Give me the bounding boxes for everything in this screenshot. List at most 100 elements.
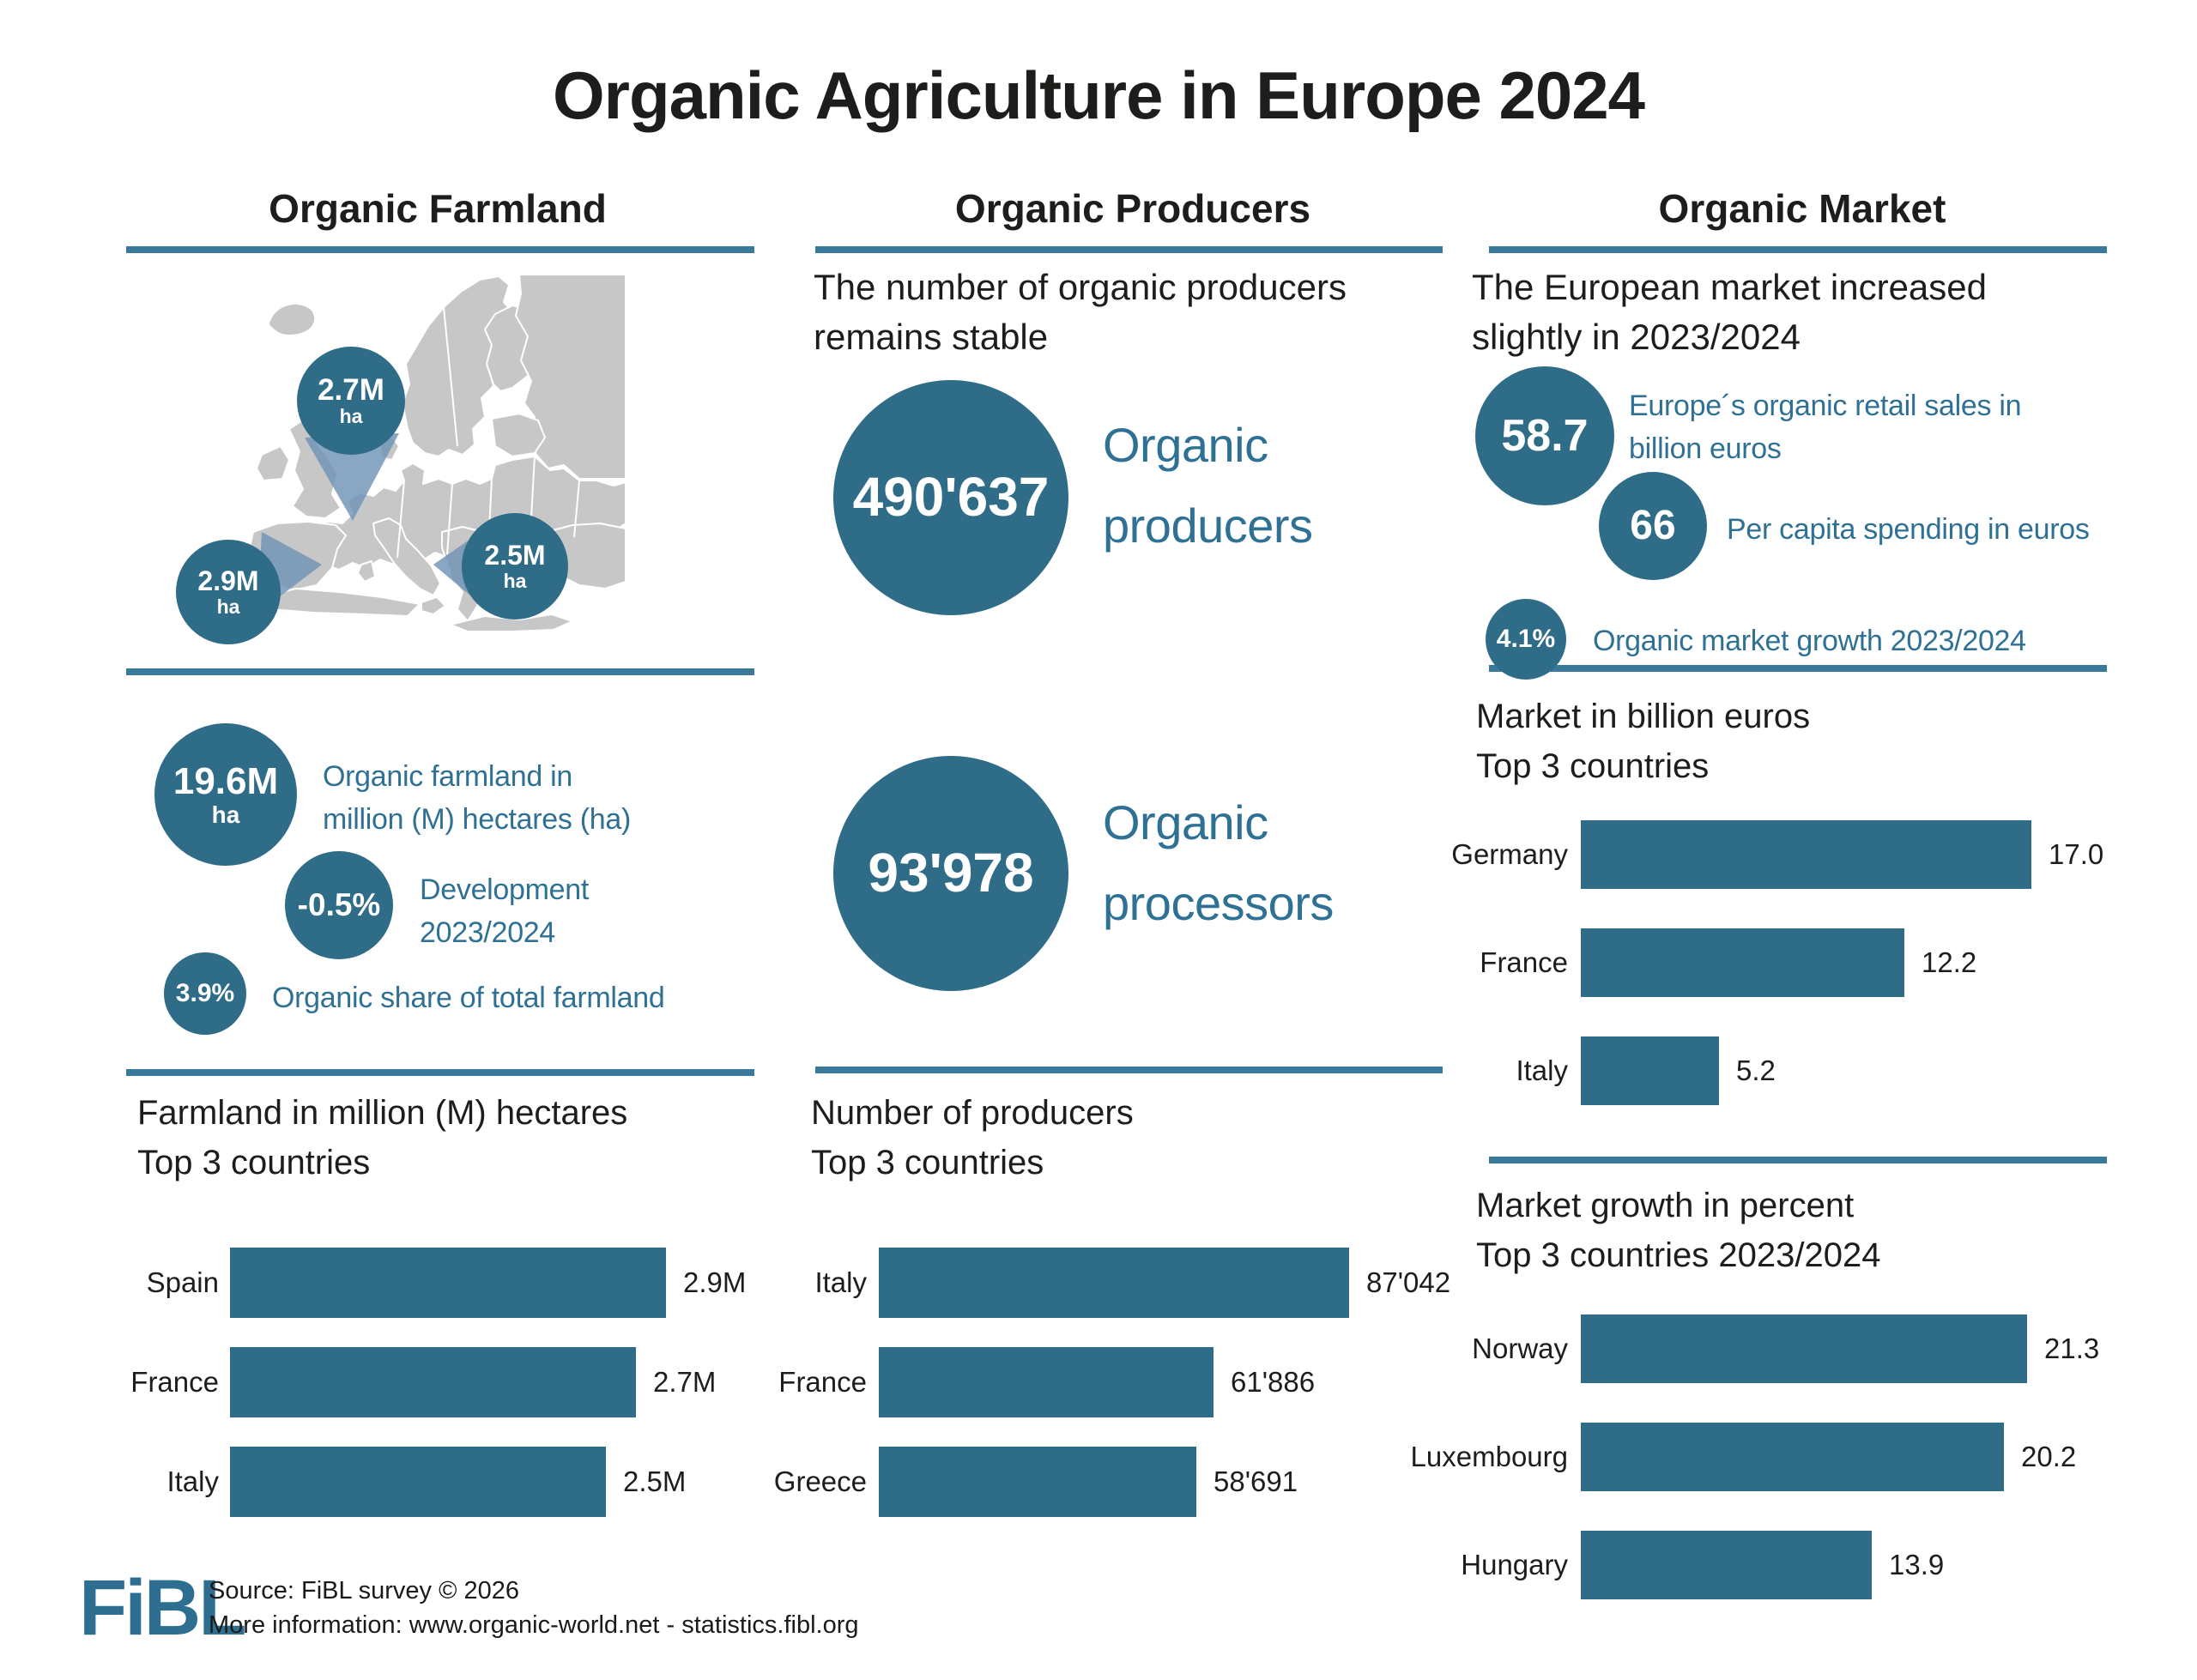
europe-map <box>236 275 631 661</box>
farmland-total-circle: 19.6M ha <box>154 723 297 866</box>
bubble-value: 2.9M <box>197 565 259 597</box>
europe-map-svg <box>249 275 626 632</box>
bar-row-market-top3-germany: Germany 17.0 <box>1409 820 2103 889</box>
label-line: Organic <box>1103 795 1268 849</box>
chart-title-market-top3: Market in billion euros Top 3 countries <box>1476 692 1810 791</box>
bar-category-label: Hungary <box>1461 1549 1568 1580</box>
bar-farmland-top3-spain <box>230 1248 666 1318</box>
stat-value: 19.6M <box>172 760 279 803</box>
chart-title-growth-top3: Market growth in percent Top 3 countries… <box>1476 1181 1880 1280</box>
chart-title-line: Farmland in million (M) hectares <box>137 1094 628 1132</box>
bar-value-label: 87'042 <box>1366 1266 1451 1298</box>
market-intro: The European market increased slightly i… <box>1472 263 1987 362</box>
bar-category-label: Spain <box>146 1266 219 1298</box>
bar-chart-farmland-top3: Spain 2.9M France 2.7M Italy 2.5M <box>113 1248 746 1546</box>
bar-row-farmland-top3-france: France 2.7M <box>113 1347 746 1417</box>
bar-value-label: 13.9 <box>1889 1549 1945 1580</box>
more-info-line: More information: www.organic-world.net … <box>209 1611 859 1639</box>
label-line: 2023/2024 <box>420 916 556 949</box>
bar-category-label: Greece <box>773 1465 867 1497</box>
retail-sales-label: Europe´s organic retail sales in billion… <box>1629 384 2021 470</box>
map-sardinia <box>357 560 376 583</box>
bar-value-label: 2.5M <box>623 1465 687 1497</box>
bar-row-producers-top3-france: France 61'886 <box>772 1347 1450 1417</box>
chart-title-producers-top3: Number of producers Top 3 countries <box>811 1088 1134 1187</box>
intro-line: remains stable <box>814 317 1049 357</box>
header-underline-producers <box>815 246 1443 253</box>
intro-line: slightly in 2023/2024 <box>1472 317 1801 357</box>
per-capita-label: Per capita spending in euros <box>1727 513 2090 546</box>
pointer-france <box>305 433 399 521</box>
bar-category-label: Norway <box>1472 1333 1568 1364</box>
bar-value-label: 58'691 <box>1213 1465 1298 1497</box>
stat-unit: ha <box>211 801 240 828</box>
chart-title-line: Market in billion euros <box>1476 698 1811 735</box>
farmland-share-label: Organic share of total farmland <box>272 982 665 1014</box>
bar-value-label: 61'886 <box>1231 1366 1316 1398</box>
intro-line: The number of organic producers <box>814 267 1347 307</box>
bubble-unit: ha <box>339 405 363 428</box>
market-growth-circle: 4.1% <box>1486 599 1566 680</box>
bar-market-top3-italy <box>1581 1036 1719 1105</box>
map-bubble-italy: 2.5M ha <box>462 513 568 619</box>
bubble-unit: ha <box>503 569 527 592</box>
stat-value: 58.7 <box>1501 410 1589 461</box>
map-iceland <box>268 303 317 336</box>
bar-chart-producers-top3: Italy 87'042 France 61'886 Greece 58'691 <box>772 1248 1450 1546</box>
map-ireland <box>256 445 290 481</box>
bar-category-label: Italy <box>814 1266 867 1298</box>
map-country-borders <box>396 306 580 559</box>
chart-title-line: Number of producers <box>811 1094 1134 1132</box>
map-italy <box>372 517 441 596</box>
bar-market-top3-france <box>1581 928 1904 997</box>
divider-market-growth <box>1489 1157 2107 1163</box>
chart-subtitle-line: Top 3 countries <box>1476 747 1710 785</box>
map-bubble-france: 2.7M ha <box>297 347 405 455</box>
chart-title-line: Market growth in percent <box>1476 1187 1855 1224</box>
bar-producers-top3-greece <box>879 1447 1196 1517</box>
intro-line: The European market increased <box>1472 267 1987 307</box>
map-sicily <box>421 596 446 615</box>
divider-farmland-chart <box>126 1069 754 1076</box>
label-line: Organic farmland in <box>323 760 572 793</box>
bar-row-farmland-top3-spain: Spain 2.9M <box>113 1248 746 1318</box>
bar-category-label: France <box>130 1366 219 1398</box>
label-line: Europe´s organic retail sales in <box>1629 390 2022 422</box>
organic-processors-circle: 93'978 <box>833 756 1068 991</box>
bar-category-label: Luxembourg <box>1410 1441 1568 1472</box>
stat-value: 3.9% <box>175 978 235 1007</box>
bar-producers-top3-france <box>879 1347 1213 1417</box>
label-line: Development <box>420 873 590 906</box>
bar-category-label: Germany <box>1451 838 1568 870</box>
fibl-logo: FiBL <box>79 1564 246 1652</box>
per-capita-circle: 66 <box>1599 472 1707 580</box>
bubble-value: 2.5M <box>484 540 546 571</box>
organic-producers-circle: 490'637 <box>833 380 1068 615</box>
bubble-value: 2.7M <box>318 372 384 407</box>
stat-value: 93'978 <box>868 842 1034 904</box>
producers-intro: The number of organic producers remains … <box>814 263 1347 362</box>
farmland-development-circle: -0.5% <box>285 851 393 959</box>
header-underline-farmland <box>126 246 754 253</box>
bar-category-label: France <box>1480 946 1568 978</box>
bar-row-growth-top3-norway: Norway 21.3 <box>1409 1314 2099 1383</box>
stat-value: -0.5% <box>297 887 381 923</box>
bar-chart-market-top3: Germany 17.0 France 12.2 Italy 5.2 <box>1409 820 2103 1145</box>
label-line: producers <box>1103 499 1313 553</box>
organic-producers-label: Organic producers <box>1103 405 1313 566</box>
bar-growth-top3-luxembourg <box>1581 1423 2004 1491</box>
label-line: billion euros <box>1629 432 1782 465</box>
bar-market-top3-germany <box>1581 820 2031 889</box>
stat-value: 66 <box>1630 503 1676 549</box>
stat-value: 490'637 <box>852 466 1050 529</box>
column-header-market: Organic Market <box>1658 186 1946 231</box>
bar-row-growth-top3-hungary: Hungary 13.9 <box>1409 1531 2099 1599</box>
bar-category-label: Italy <box>166 1465 219 1497</box>
map-bubble-spain: 2.9M ha <box>176 540 281 644</box>
bar-row-producers-top3-greece: Greece 58'691 <box>772 1447 1450 1517</box>
bar-row-farmland-top3-italy: Italy 2.5M <box>113 1447 746 1517</box>
organic-processors-label: Organic processors <box>1103 783 1334 944</box>
bubble-unit: ha <box>216 595 240 618</box>
chart-subtitle-line: Top 3 countries <box>137 1144 371 1181</box>
